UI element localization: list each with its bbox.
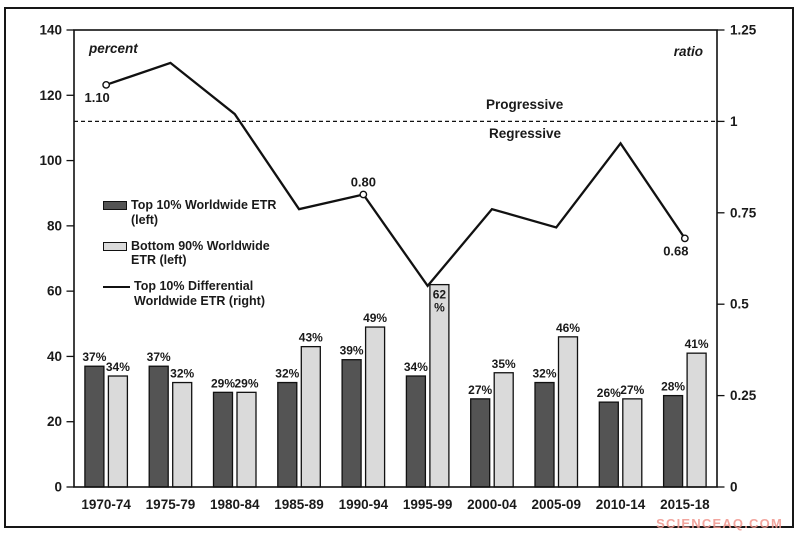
left-axis-tick-label: 60 [47,284,62,299]
x-axis-label: 1980-84 [210,497,260,512]
bar-value-label: 37% [82,350,106,364]
bar-bottom90-etr [622,398,643,488]
bar-value-label: 35% [492,357,516,371]
legend-item-bottom90-etr: Bottom 90% Worldwide ETR (left) [103,239,303,269]
bar-top10-etr [598,401,619,488]
line-point-marker [102,80,111,89]
right-axis-title: ratio [673,44,703,59]
left-axis-tick-label: 120 [39,88,62,103]
bar-value-label: 37% [147,350,171,364]
bar-value-label: 28% [661,380,685,394]
legend: Top 10% Worldwide ETR (left) Bottom 90% … [103,198,303,309]
bar-value-label: 27% [468,383,492,397]
left-axis-tick-label: 40 [47,349,62,364]
bar-value-label: 29% [234,376,258,390]
x-axis-label: 2000-04 [467,497,517,512]
line-point-label: 1.10 [84,90,109,105]
legend-label-line: Top 10% Differential [134,279,254,293]
line-point-marker [680,234,689,243]
bar-top10-etr [662,394,684,488]
left-axis-tick-label: 100 [39,153,62,168]
bar-value-label: 34% [404,360,428,374]
legend-item-label: Top 10% Worldwide ETR (left) [131,198,276,228]
bar-bottom90-etr [429,283,450,488]
legend-item-top10-etr: Top 10% Worldwide ETR (left) [103,198,303,228]
bar-value-label: 32% [170,367,194,381]
x-axis-label: 1970-74 [81,497,131,512]
bar-value-label: 46% [556,321,580,335]
bar-value-label: 34% [106,360,130,374]
bar-value-label: 39% [340,344,364,358]
watermark: SCIENCEAQ.COM [656,516,783,531]
legend-swatch-dark-bar [103,201,127,210]
bar-top10-etr [148,365,169,488]
x-axis-label: 2005-09 [531,497,581,512]
x-axis-label: 2010-14 [596,497,646,512]
x-axis-label: 1995-99 [403,497,453,512]
bar-value-label: 62 [433,288,447,302]
x-axis-label: 1975-79 [146,497,196,512]
bar-bottom90-etr [172,381,193,488]
legend-swatch-light-bar [103,241,127,251]
line-top10-differential [105,61,686,288]
right-axis-tick-label: 0.75 [730,205,757,220]
right-axis-tick-label: 1 [730,114,738,129]
legend-item-label: Bottom 90% Worldwide ETR (left) [131,239,270,269]
bar-bottom90-etr [493,372,514,488]
left-axis-title: percent [89,41,138,56]
line-point-label: 0.68 [663,243,688,258]
legend-label-line: Top 10% Worldwide ETR [131,198,277,212]
left-axis-tick-label: 140 [39,23,62,38]
left-axis-tick-label: 80 [47,218,62,233]
x-axis-label: 1985-89 [274,497,324,512]
regressive-zone-label: Regressive [489,126,562,141]
x-axis-label: 1990-94 [339,497,389,512]
bar-value-label: 49% [363,311,387,325]
legend-item-label: Top 10% Differential Worldwide ETR (righ… [134,279,265,309]
bar-value-label: % [434,301,445,315]
bar-top10-etr [534,381,555,488]
bar-top10-etr [212,391,234,488]
bar-top10-etr [405,375,427,488]
bar-value-label: 43% [299,331,323,345]
line-point-label: 0.80 [351,175,376,190]
bar-bottom90-etr [107,375,129,488]
bar-bottom90-etr [300,345,321,488]
plot-frame [73,29,718,488]
right-axis-tick-label: 1.25 [730,23,757,38]
left-axis-tick-label: 0 [54,480,62,495]
bar-value-label: 41% [685,337,709,351]
bar-value-label: 32% [275,367,299,381]
bar-bottom90-etr [236,391,257,488]
bar-bottom90-etr [557,336,579,488]
legend-item-differential: Top 10% Differential Worldwide ETR (righ… [103,279,303,309]
bar-top10-etr [84,365,105,488]
legend-label-line: Bottom 90% Worldwide [131,238,270,253]
left-axis-tick-label: 20 [47,414,62,429]
line-point-marker [359,190,368,199]
x-axis-label: 2015-18 [660,497,710,512]
bar-value-label: 29% [211,376,235,390]
bar-value-label: 26% [597,386,621,400]
legend-label-line: Worldwide ETR (right) [134,293,266,308]
bar-top10-etr [341,359,362,488]
right-axis-tick-label: 0.25 [730,388,757,403]
right-axis-tick-label: 0.5 [730,297,749,312]
legend-label-line: ETR (left) [131,253,187,268]
bar-value-label: 32% [532,367,556,381]
progressive-zone-label: Progressive [486,97,564,112]
legend-swatch-line [103,286,130,288]
bar-top10-etr [277,381,298,488]
bar-value-label: 27% [620,383,644,397]
right-axis-tick-label: 0 [730,480,738,495]
bar-bottom90-etr [686,352,707,488]
legend-label-line: (left) [131,212,159,227]
bar-bottom90-etr [364,326,386,488]
bar-top10-etr [470,398,491,488]
